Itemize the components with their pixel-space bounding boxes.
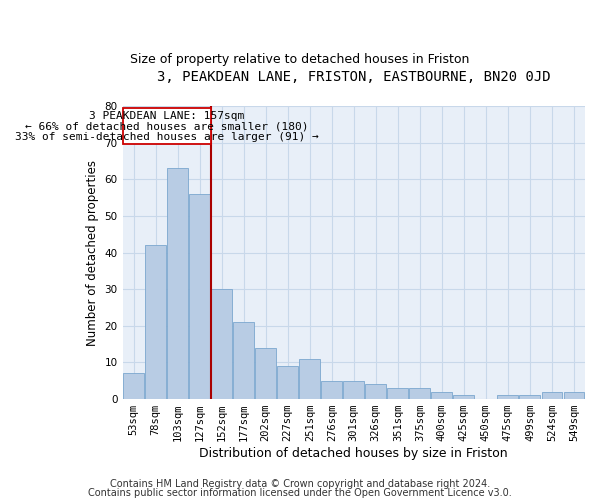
Bar (255, 348, 276, 399)
Bar (122, 108, 211, 144)
Bar (299, 359, 320, 399)
Bar (211, 289, 232, 399)
Bar (189, 194, 210, 399)
Bar (123, 374, 144, 399)
Y-axis label: Number of detached properties: Number of detached properties (86, 160, 99, 346)
Bar (343, 381, 364, 399)
Bar (409, 388, 430, 399)
Text: Size of property relative to detached houses in Friston: Size of property relative to detached ho… (130, 52, 470, 66)
Text: 3 PEAKDEAN LANE: 157sqm: 3 PEAKDEAN LANE: 157sqm (89, 112, 244, 122)
Text: ← 66% of detached houses are smaller (180): ← 66% of detached houses are smaller (18… (25, 122, 308, 132)
Text: 33% of semi-detached houses are larger (91) →: 33% of semi-detached houses are larger (… (15, 132, 319, 141)
Bar (233, 322, 254, 399)
Bar (322, 381, 342, 399)
Bar (365, 384, 386, 399)
Text: Contains HM Land Registry data © Crown copyright and database right 2024.: Contains HM Land Registry data © Crown c… (110, 479, 490, 489)
Bar (563, 392, 584, 399)
Text: Contains public sector information licensed under the Open Government Licence v3: Contains public sector information licen… (88, 488, 512, 498)
Bar (277, 366, 298, 399)
Title: 3, PEAKDEAN LANE, FRISTON, EASTBOURNE, BN20 0JD: 3, PEAKDEAN LANE, FRISTON, EASTBOURNE, B… (157, 70, 551, 84)
Bar (431, 392, 452, 399)
X-axis label: Distribution of detached houses by size in Friston: Distribution of detached houses by size … (199, 447, 508, 460)
Bar (167, 168, 188, 399)
Bar (145, 245, 166, 399)
Bar (520, 396, 541, 399)
Bar (497, 396, 518, 399)
Bar (454, 396, 475, 399)
Bar (542, 392, 562, 399)
Bar (388, 388, 408, 399)
